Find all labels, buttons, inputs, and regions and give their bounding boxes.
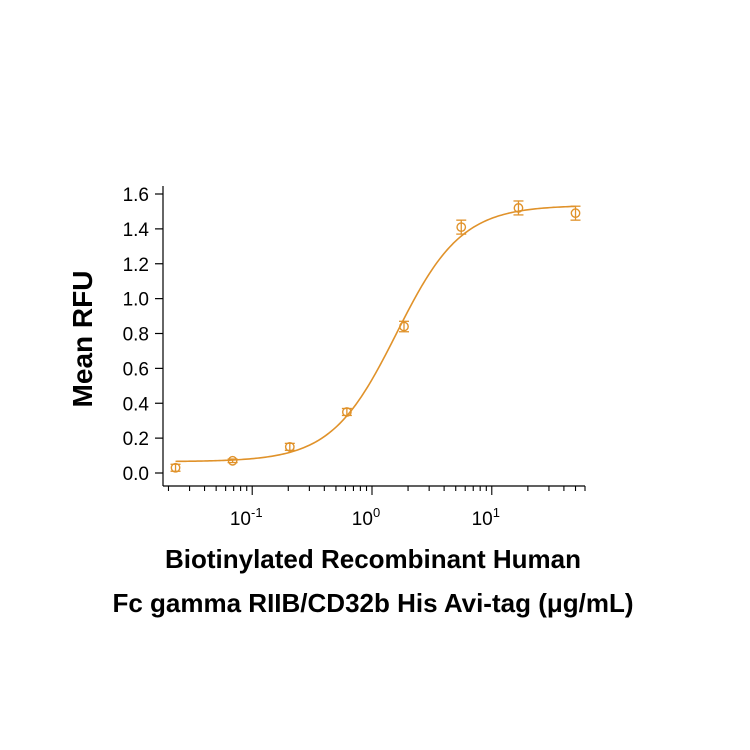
- x-axis-title-line1: Biotinylated Recombinant Human: [165, 544, 581, 574]
- x-tick-label: 10-1: [230, 505, 263, 530]
- data-point: [570, 208, 581, 219]
- data-points: [170, 200, 581, 473]
- y-tick-label: 1.2: [123, 255, 149, 276]
- data-point-group: [170, 462, 181, 473]
- data-point: [513, 203, 524, 213]
- data-point: [456, 222, 467, 233]
- data-point-group: [570, 205, 581, 221]
- x-tick-exponent: 1: [493, 505, 500, 520]
- y-tick-label: 0.6: [123, 359, 149, 380]
- y-tick-label: 0.0: [123, 464, 149, 485]
- x-tick-base: 10: [230, 509, 251, 530]
- data-point-group: [513, 200, 524, 216]
- data-point: [170, 462, 181, 473]
- data-point-group: [284, 441, 295, 452]
- x-axis-ticks: 10-1 100 101: [167, 486, 586, 530]
- data-point: [399, 321, 409, 332]
- data-point-group: [227, 455, 238, 466]
- y-tick-label: 0.8: [123, 325, 149, 346]
- x-tick-label: 100: [352, 505, 380, 530]
- axes: [162, 186, 585, 487]
- data-point-group: [399, 320, 410, 333]
- x-tick-exponent: 0: [373, 505, 380, 520]
- y-tick-label: 0.2: [123, 429, 149, 450]
- x-tick-base: 10: [472, 509, 493, 530]
- data-point-group: [456, 219, 467, 235]
- data-point-group: [341, 407, 352, 417]
- x-axis-title-line2: Fc gamma RIIB/CD32b His Avi-tag (μg/mL): [112, 588, 633, 618]
- data-point: [284, 441, 295, 452]
- data-point: [341, 407, 352, 417]
- x-tick-exponent: -1: [251, 505, 263, 520]
- y-tick-label: 1.0: [123, 290, 149, 311]
- y-axis-ticks: 0.0 0.2 0.4 0.6 0.8 1.0 1.2 1.4 1.6: [123, 185, 163, 485]
- data-point: [227, 455, 238, 466]
- y-tick-label: 1.6: [123, 185, 149, 206]
- y-axis-title: Mean RFU: [67, 271, 98, 408]
- x-tick-label: 101: [472, 505, 500, 530]
- x-tick-base: 10: [352, 509, 373, 530]
- y-tick-label: 1.4: [123, 220, 150, 241]
- fit-curve: [175, 205, 576, 463]
- y-tick-label: 0.4: [123, 394, 150, 415]
